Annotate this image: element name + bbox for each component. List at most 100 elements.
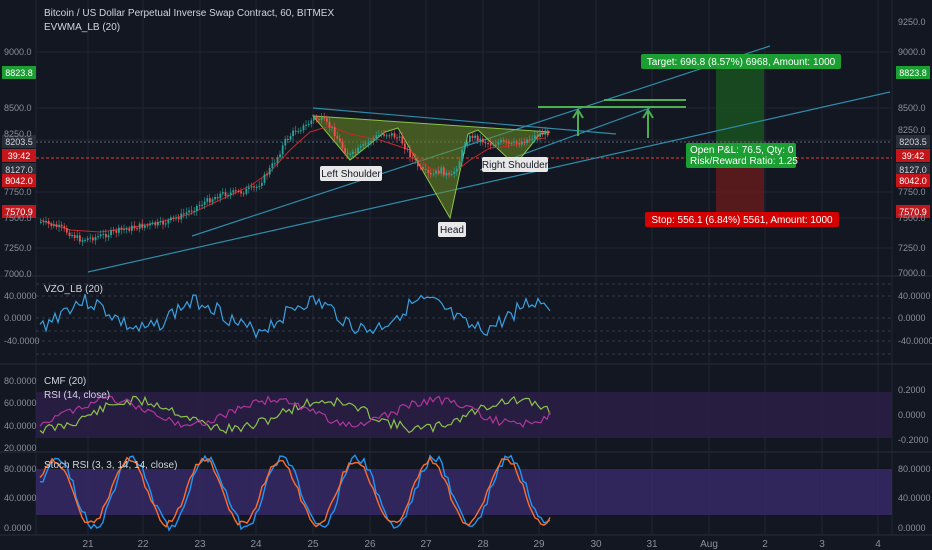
svg-text:8823.8: 8823.8 (5, 68, 33, 78)
candle-body (151, 222, 154, 224)
candle-body (300, 130, 302, 132)
svg-text:Head: Head (440, 225, 464, 236)
candle-body (144, 225, 146, 228)
candlesticks (40, 112, 549, 246)
candle-body (279, 154, 281, 158)
rsi-band (36, 392, 892, 438)
candle-body (110, 230, 112, 236)
svg-text:4: 4 (875, 539, 881, 550)
candle-body (141, 223, 144, 228)
candle-body (248, 187, 250, 189)
candle-body (310, 120, 313, 124)
candle-body (245, 188, 248, 194)
candle-body (411, 157, 414, 159)
candle-body (378, 134, 380, 136)
candle-body (544, 130, 547, 135)
candle-body (167, 220, 170, 224)
candle-body (456, 168, 458, 172)
candle-body (60, 224, 63, 227)
vzo-axis: 40.0000 0.0000 -40.0000 40.0000 0.0000 -… (4, 291, 932, 346)
candle-body (79, 235, 81, 242)
candle-body (92, 237, 94, 241)
svg-text:7500.0: 7500.0 (898, 213, 926, 223)
candle-body (474, 135, 476, 139)
head-label[interactable]: Head (438, 222, 466, 237)
candle-body (419, 166, 422, 168)
candle-body (479, 138, 482, 142)
candle-body (50, 223, 53, 227)
candle-body (484, 142, 487, 144)
target-label[interactable]: Target: 696.8 (8.57%) 6968, Amount: 1000 (641, 54, 841, 69)
candle-body (430, 172, 432, 175)
candle-body (476, 135, 479, 142)
indicator-label: EVWMA_LB (20) (44, 22, 120, 33)
price-axis-left: 9000.0 8500.0 8250.0 7750.0 7500.0 7250.… (4, 47, 32, 279)
candle-body (349, 153, 352, 155)
candle-body (526, 139, 528, 144)
candle-body (391, 133, 393, 136)
svg-text:40.0000: 40.0000 (898, 493, 931, 503)
candle-body (159, 221, 162, 223)
candle-body (487, 143, 489, 145)
candle-body (409, 148, 411, 158)
candle-body (55, 224, 58, 228)
candle-body (136, 228, 138, 230)
svg-text:7750.0: 7750.0 (4, 187, 32, 197)
svg-text:8203.5: 8203.5 (899, 137, 927, 147)
svg-text:80.0000: 80.0000 (898, 464, 931, 474)
svg-text:Open P&L: 76.5, Qty: 0: Open P&L: 76.5, Qty: 0 (690, 145, 794, 156)
candle-body (292, 130, 294, 137)
candle-body (406, 148, 409, 150)
candle-body (97, 236, 99, 238)
candle-body (424, 168, 427, 170)
svg-text:8250.0: 8250.0 (898, 125, 926, 135)
candle-body (99, 234, 102, 237)
candle-body (198, 205, 201, 207)
candle-body (71, 235, 73, 237)
candle-body (365, 143, 367, 145)
candle-body (211, 199, 214, 203)
candle-body (258, 185, 261, 187)
candle-body (510, 142, 513, 144)
candle-body (307, 123, 310, 125)
candle-body (68, 232, 71, 237)
svg-text:0.0000: 0.0000 (4, 523, 32, 533)
candle-body (367, 141, 370, 144)
candle-body (120, 227, 123, 230)
candle-body (437, 170, 440, 174)
candle-body (175, 217, 177, 219)
candle-body (315, 116, 318, 119)
candle-body (177, 217, 180, 220)
left-shoulder-label[interactable]: Left Shoulder (320, 166, 382, 181)
candle-body (162, 221, 164, 225)
cmf-axis: 80.0000 60.0000 40.0000 20.0000 0.2000 0… (4, 376, 929, 453)
candle-body (531, 139, 534, 141)
candle-body (81, 240, 84, 242)
candle-body (396, 137, 398, 139)
candle-body (63, 226, 66, 229)
vzo-label: VZO_LB (20) (44, 284, 103, 295)
svg-text:8127.0: 8127.0 (5, 165, 33, 175)
svg-text:40.0000: 40.0000 (898, 291, 931, 301)
candle-body (138, 223, 141, 229)
candle-body (372, 138, 375, 141)
stop-label[interactable]: Stop: 556.1 (6.84%) 5561, Amount: 1000 (645, 212, 839, 227)
svg-text:Target: 696.8 (8.57%) 6968, Am: Target: 696.8 (8.57%) 6968, Amount: 1000 (647, 57, 836, 68)
vzo-guides (36, 283, 892, 355)
candle-body (196, 206, 198, 211)
candle-body (118, 227, 120, 233)
candle-body (294, 130, 297, 132)
candle-body (469, 135, 471, 143)
candle-body (331, 127, 333, 129)
svg-text:23: 23 (194, 539, 206, 550)
target-arrows[interactable] (538, 99, 686, 138)
candle-body (237, 191, 240, 193)
candle-body (172, 217, 175, 219)
candle-body (115, 230, 118, 233)
right-shoulder-label[interactable]: Right Shoulder (482, 157, 549, 172)
pl-label[interactable]: Open P&L: 76.5, Qty: 0 Risk/Reward Ratio… (686, 143, 798, 168)
candle-body (84, 240, 86, 242)
candle-body (422, 166, 424, 169)
svg-text:8203.5: 8203.5 (5, 137, 33, 147)
